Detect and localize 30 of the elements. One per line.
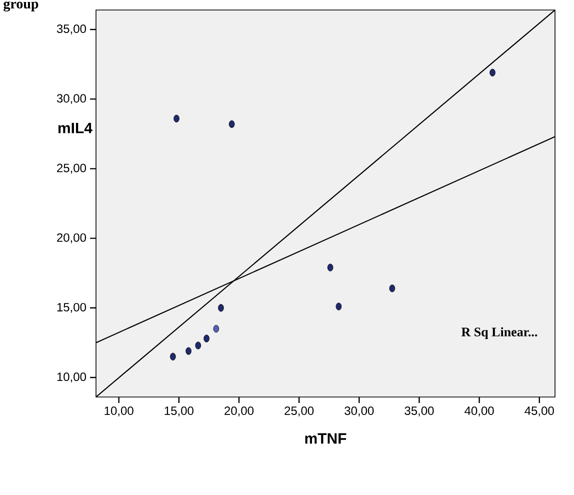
point bbox=[327, 264, 334, 272]
y-tick-label: 35,00 bbox=[56, 24, 86, 34]
x-tick-label: 45,00 bbox=[524, 406, 554, 416]
y-tick-label: 10,00 bbox=[57, 372, 86, 382]
x-tick-label: 15,00 bbox=[164, 406, 194, 416]
point bbox=[336, 302, 342, 310]
y-axis-title: mIL4 bbox=[58, 122, 92, 134]
point bbox=[218, 304, 224, 312]
y-tick-label: 20,00 bbox=[57, 233, 86, 244]
x-tick-label: 20,00 bbox=[224, 406, 254, 416]
y-tick-label: 25,00 bbox=[57, 164, 86, 174]
point bbox=[213, 324, 220, 333]
point bbox=[490, 68, 496, 76]
y-tick-label: 30,00 bbox=[56, 94, 86, 104]
x-tick-label: 35,00 bbox=[404, 406, 434, 416]
point bbox=[228, 120, 235, 128]
point bbox=[174, 114, 180, 122]
annotation: R Sq Linear... bbox=[461, 327, 538, 340]
x-axis-title: mTNF bbox=[305, 433, 346, 444]
y-tick-label: 15,00 bbox=[57, 302, 86, 313]
x-tick-label: 25,00 bbox=[284, 406, 314, 416]
x-tick-label: 40,00 bbox=[464, 406, 494, 416]
point bbox=[186, 347, 192, 355]
x-tick-label: 30,00 bbox=[344, 406, 374, 416]
point bbox=[204, 334, 210, 342]
point bbox=[389, 284, 396, 292]
point bbox=[170, 352, 176, 360]
point bbox=[195, 342, 202, 350]
x-tick-label: 10,00 bbox=[104, 406, 134, 416]
chart-title: group bbox=[4, 1, 38, 12]
